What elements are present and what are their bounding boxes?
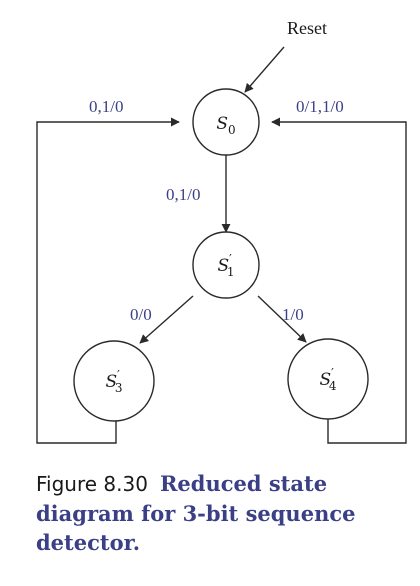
state-subscript: 1 [227, 265, 235, 279]
edge-label: 0/0 [130, 305, 152, 324]
transition-s1-to-s4 [257, 295, 307, 343]
state-diagram: Reset S0 S′ 1 S′ 3 S′ 4 0,1/0 0/1,1/0 0,1/0… [36, 18, 407, 444]
state-prime: ′ [117, 368, 120, 382]
state-subscript: 4 [329, 379, 337, 393]
svg-text:S′4: S′ 4 [319, 366, 336, 393]
svg-text:S′1: S′ 1 [217, 252, 234, 279]
state-label: S [319, 370, 331, 390]
state-label: S [105, 372, 117, 392]
state-label: S [217, 256, 229, 276]
caption-text: Reduced state diagram for 3-bit sequence… [36, 471, 356, 555]
edge-label: 0/1,1/0 [296, 97, 344, 116]
figure-caption: Figure 8.30 Reduced state diagram for 3-b… [36, 469, 396, 557]
svg-text:S′3: S′ 3 [105, 368, 122, 395]
state-s0: S0 [192, 88, 260, 156]
svg-text:S0: S0 [216, 114, 235, 137]
state-prime: ′ [331, 366, 334, 380]
state-s3-prime: S′ 3 [73, 340, 155, 422]
reset-arrow [244, 46, 285, 93]
state-prime: ′ [229, 252, 232, 266]
edge-label: 0,1/0 [89, 97, 123, 116]
figure-number: Figure 8.30 [36, 472, 148, 496]
transition-s4-to-s0 [271, 117, 407, 444]
transition-s3-to-s0 [36, 117, 180, 444]
transition-s1-to-s3 [139, 295, 194, 344]
state-subscript: 3 [115, 381, 123, 395]
edge-label: 1/0 [282, 305, 304, 324]
state-s4-prime: S′ 4 [287, 338, 369, 420]
reset-label: Reset [287, 18, 327, 38]
state-subscript: 0 [228, 123, 236, 137]
edge-label: 0,1/0 [166, 185, 200, 204]
state-label: S [216, 114, 228, 134]
state-s1-prime: S′ 1 [192, 231, 260, 299]
